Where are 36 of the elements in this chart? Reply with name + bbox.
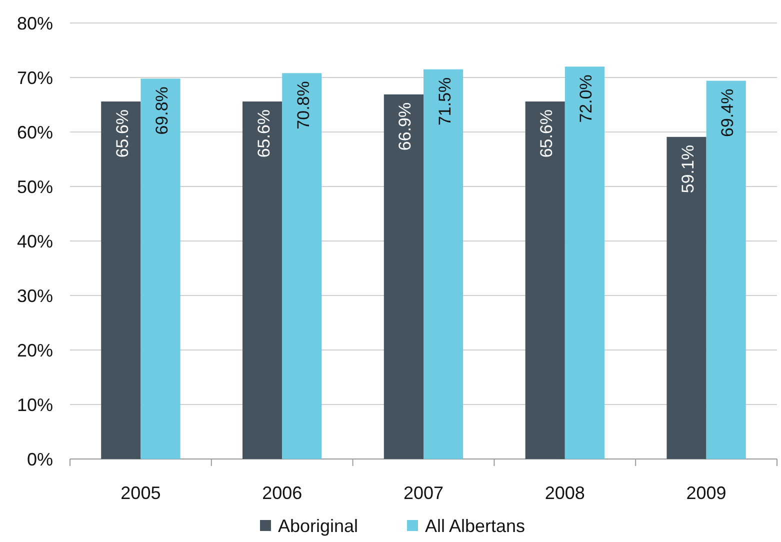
legend-label: Aboriginal bbox=[278, 516, 358, 536]
text: 72.0% bbox=[576, 74, 596, 123]
y-tick-label: 20% bbox=[16, 340, 53, 360]
bar bbox=[282, 73, 322, 459]
y-tick-label: 30% bbox=[16, 286, 53, 306]
text: 69.4% bbox=[718, 88, 738, 137]
text: 65.6% bbox=[254, 109, 274, 158]
text: 59.1% bbox=[678, 144, 698, 194]
bar bbox=[101, 101, 141, 459]
text: 70.8% bbox=[294, 81, 313, 130]
y-tick-label: 80% bbox=[16, 13, 53, 34]
text: 69.8% bbox=[152, 86, 172, 135]
bar bbox=[706, 80, 746, 459]
y-tick-label: 60% bbox=[16, 122, 53, 142]
y-tick-label: 70% bbox=[16, 68, 53, 88]
x-tick-label: 2006 bbox=[262, 483, 302, 503]
text: 66.9% bbox=[396, 102, 415, 151]
legend-label: All Albertans bbox=[425, 516, 526, 536]
x-tick-label: 2008 bbox=[544, 483, 585, 503]
y-tick-label: 50% bbox=[16, 176, 53, 197]
text: 65.6% bbox=[112, 109, 132, 158]
bar bbox=[666, 136, 706, 459]
bar bbox=[384, 94, 424, 459]
y-tick-label: 0% bbox=[26, 449, 53, 470]
bar bbox=[525, 101, 565, 459]
x-tick-label: 2007 bbox=[403, 483, 444, 503]
text: 71.5% bbox=[435, 77, 454, 126]
bar bbox=[424, 69, 464, 459]
bar bbox=[242, 101, 282, 459]
x-tick-label: 2009 bbox=[686, 483, 726, 503]
bar bbox=[140, 78, 180, 459]
x-tick-label: 2005 bbox=[120, 483, 161, 503]
text: 65.6% bbox=[537, 109, 556, 158]
y-tick-label: 10% bbox=[16, 394, 53, 415]
bar bbox=[564, 66, 604, 459]
y-tick-label: 40% bbox=[16, 231, 53, 252]
